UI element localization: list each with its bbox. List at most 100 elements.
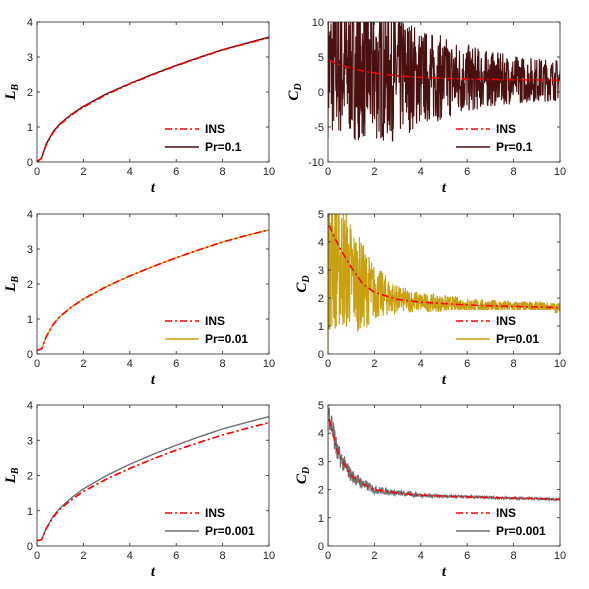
x-tick-label: 0 xyxy=(325,550,331,562)
y-tick-label: 4 xyxy=(318,237,324,249)
x-tick-label: 2 xyxy=(80,550,86,562)
x-tick-label: 2 xyxy=(80,166,86,178)
chart-panel-lb-pr01: 0 2 4 6 8 10 0 1 2 3 4 t LB INS Pr=0.1 xyxy=(3,17,275,196)
legend: INS Pr=0.01 xyxy=(159,310,263,348)
x-tick-label: 6 xyxy=(464,166,470,178)
legend-label: Pr=0.01 xyxy=(496,332,539,346)
chart-panel-cd-pr0001: 0 2 4 6 8 10 0 1 2 3 4 5 t CD INS Pr=0.001 xyxy=(294,400,566,580)
y-axis-label: LB xyxy=(3,467,21,484)
series-group xyxy=(37,229,269,352)
y-tick-label: 3 xyxy=(27,435,33,447)
y-axis-label: CD xyxy=(286,83,304,100)
legend-label: INS xyxy=(496,314,516,328)
x-tick-label: 10 xyxy=(263,550,275,562)
x-tick-label: 0 xyxy=(325,166,331,178)
y-tick-label: 3 xyxy=(27,244,33,256)
legend-label: INS xyxy=(496,506,516,520)
x-tick-label: 8 xyxy=(511,550,517,562)
x-tick-label: 2 xyxy=(371,358,377,370)
y-tick-label: 2 xyxy=(27,471,33,483)
legend-box xyxy=(159,118,263,156)
y-tick-label: -5 xyxy=(314,122,324,134)
legend-label: Pr=0.1 xyxy=(205,140,242,154)
x-tick-label: 4 xyxy=(127,358,133,370)
series-line-ins-overlay xyxy=(328,59,560,81)
x-tick-label: 0 xyxy=(34,166,40,178)
series-group xyxy=(37,415,269,542)
x-axis-label: t xyxy=(442,372,447,388)
y-tick-label: 0 xyxy=(318,541,324,553)
x-tick-label: 2 xyxy=(80,358,86,370)
y-tick-label: 5 xyxy=(318,209,324,221)
x-tick-label: 8 xyxy=(220,166,226,178)
legend-box xyxy=(450,502,554,540)
y-tick-label: 1 xyxy=(27,122,33,134)
y-tick-label: 3 xyxy=(318,265,324,277)
axes-frame xyxy=(327,404,561,547)
series-group xyxy=(328,22,560,143)
x-tick-label: 10 xyxy=(554,550,566,562)
y-tick-label: 0 xyxy=(27,541,33,553)
y-axis-label: CD xyxy=(294,467,312,484)
chart-panel-cd-pr01: 0 2 4 6 8 10 -10 -5 0 5 10 t CD INS Pr=0.1 xyxy=(286,17,566,196)
x-tick-label: 10 xyxy=(263,166,275,178)
x-tick-label: 10 xyxy=(554,166,566,178)
legend-label: Pr=0.001 xyxy=(496,524,546,538)
legend-label: INS xyxy=(205,314,225,328)
x-tick-label: 0 xyxy=(325,358,331,370)
legend-box xyxy=(450,118,554,156)
y-tick-label: 5 xyxy=(318,400,324,412)
legend: INS Pr=0.001 xyxy=(159,502,263,540)
x-tick-label: 0 xyxy=(34,358,40,370)
chart-panel-lb-pr0001: 0 2 4 6 8 10 0 1 2 3 4 t LB INS Pr=0.001 xyxy=(3,400,275,580)
series-line-pr-0-001 xyxy=(328,407,560,546)
legend-box xyxy=(159,310,263,348)
x-tick-label: 8 xyxy=(511,358,517,370)
y-tick-label: 0 xyxy=(318,87,324,99)
series-line-pr-0-1 xyxy=(328,22,560,143)
legend-label: INS xyxy=(205,122,225,136)
y-tick-label: 5 xyxy=(318,52,324,64)
x-tick-label: 6 xyxy=(173,358,179,370)
legend-box xyxy=(159,502,263,540)
legend: INS Pr=0.1 xyxy=(450,118,554,156)
series-line-ins-overlay xyxy=(37,229,269,352)
y-tick-label: 2 xyxy=(318,485,324,497)
y-tick-label: 10 xyxy=(312,17,324,29)
y-tick-label: 4 xyxy=(27,400,33,412)
y-tick-label: 0 xyxy=(318,349,324,361)
y-tick-label: 1 xyxy=(318,321,324,333)
x-tick-label: 4 xyxy=(127,166,133,178)
legend-label: Pr=0.001 xyxy=(205,524,255,538)
y-tick-label: 4 xyxy=(318,428,324,440)
series-line-ins-overlay xyxy=(37,421,269,542)
y-tick-label: -10 xyxy=(308,157,324,169)
x-tick-label: 2 xyxy=(371,166,377,178)
x-tick-label: 8 xyxy=(220,550,226,562)
x-tick-label: 8 xyxy=(220,358,226,370)
x-tick-label: 4 xyxy=(127,550,133,562)
y-tick-label: 1 xyxy=(318,513,324,525)
legend-box xyxy=(450,310,554,348)
x-tick-label: 10 xyxy=(554,358,566,370)
x-axis-label: t xyxy=(442,180,447,196)
x-tick-label: 6 xyxy=(173,166,179,178)
x-axis-label: t xyxy=(151,564,156,580)
y-tick-label: 2 xyxy=(318,293,324,305)
series-group xyxy=(328,407,560,546)
axes-frame xyxy=(327,213,561,355)
x-tick-label: 4 xyxy=(418,550,424,562)
chart-panel-lb-pr001: 0 2 4 6 8 10 0 1 2 3 4 t LB INS Pr=0.01 xyxy=(3,209,275,388)
x-tick-label: 6 xyxy=(464,358,470,370)
chart-panel-cd-pr001: 0 2 4 6 8 10 0 1 2 3 4 5 t CD INS Pr=0.01 xyxy=(294,209,566,388)
x-tick-label: 6 xyxy=(173,550,179,562)
x-tick-label: 4 xyxy=(418,166,424,178)
x-axis-label: t xyxy=(151,180,156,196)
y-tick-label: 1 xyxy=(27,314,33,326)
x-tick-label: 2 xyxy=(371,550,377,562)
y-tick-label: 3 xyxy=(27,52,33,64)
series-line-ins-overlay xyxy=(328,418,560,501)
y-axis-label: LB xyxy=(3,84,21,101)
x-tick-label: 0 xyxy=(34,550,40,562)
